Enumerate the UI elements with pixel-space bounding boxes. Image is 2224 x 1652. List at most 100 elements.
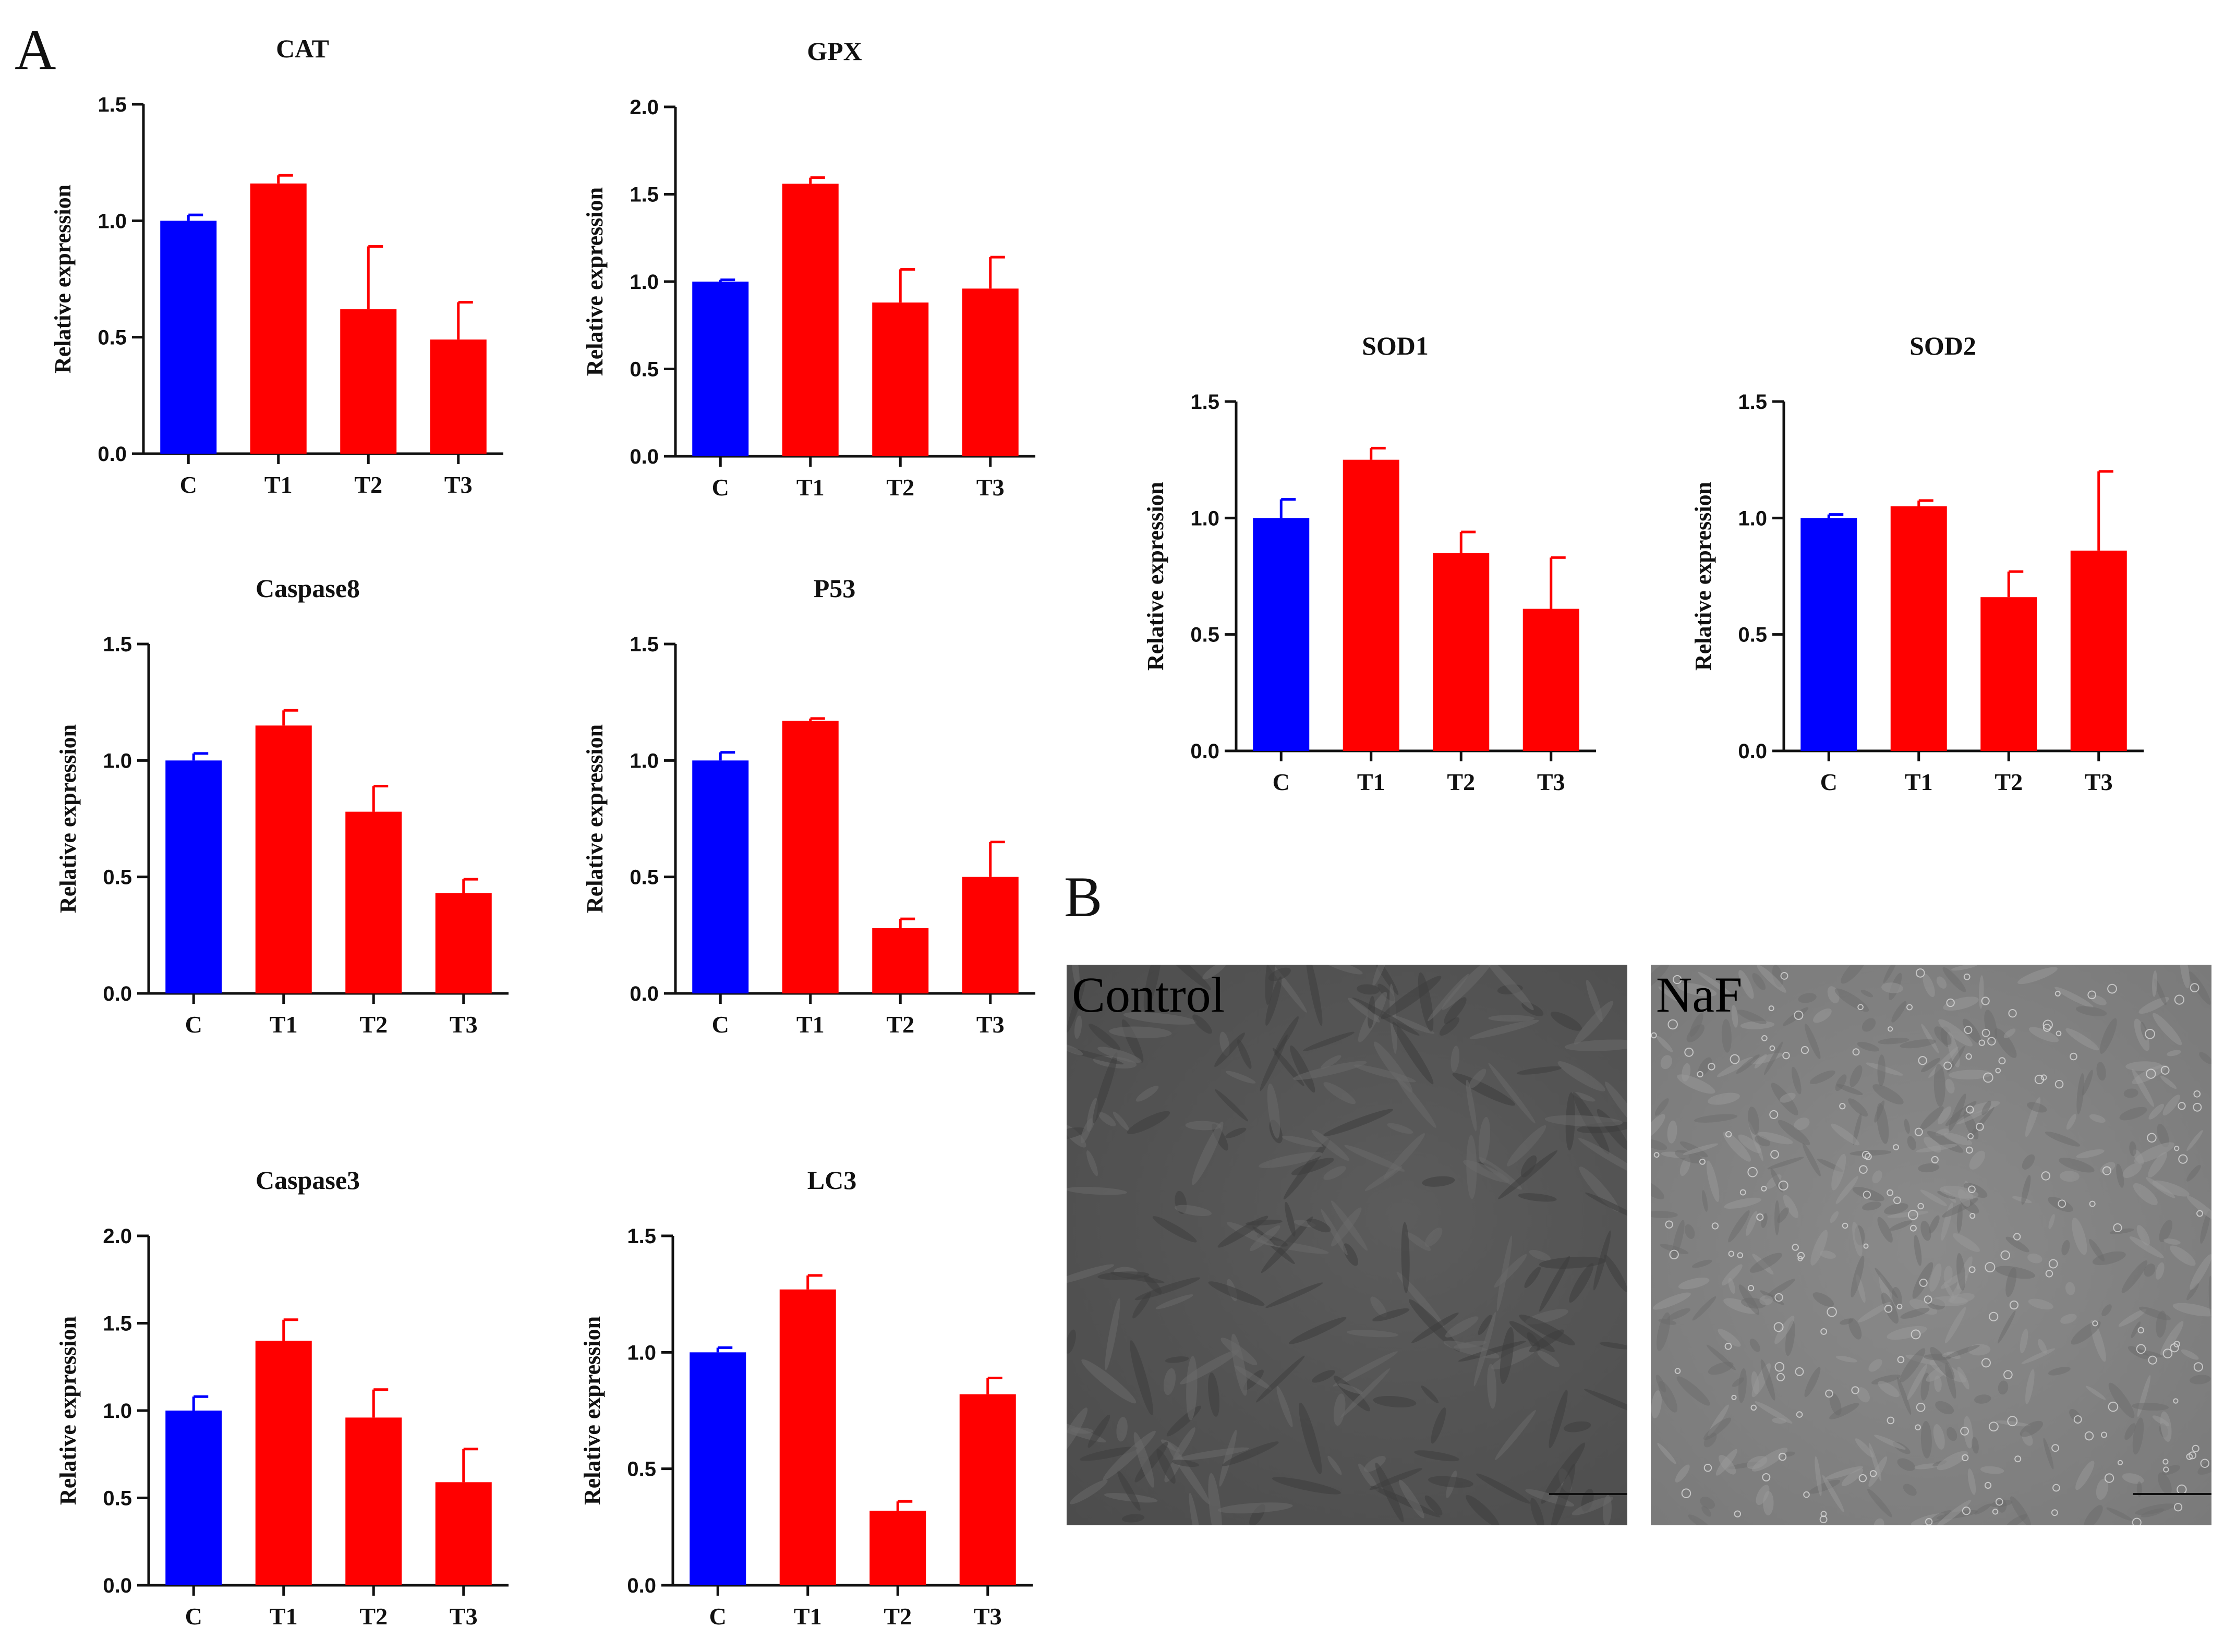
- casp3-ytick-label-3: 1.5: [103, 1313, 132, 1335]
- micrograph-naf-label: NaF: [1656, 967, 1743, 1023]
- casp3-xtick-label-c: C: [185, 1603, 202, 1630]
- lc3-xtick-label-c: C: [709, 1603, 727, 1630]
- cat-ytick-label-1: 0.5: [98, 326, 127, 349]
- sod2-svg: SOD2 Relative expression 0.0 0.5 1.0 1.5 C T1 T2…: [1690, 331, 2144, 795]
- casp3-ytick-label-1: 0.5: [103, 1487, 132, 1510]
- p53-ytick-label-0: 0.0: [630, 982, 659, 1005]
- panel-label-a: A: [15, 18, 56, 81]
- casp3-ytick-label-2: 1.0: [103, 1400, 132, 1423]
- gpx-ytick-label-0: 0.0: [630, 445, 659, 468]
- sod1-title: SOD1: [1362, 331, 1429, 360]
- cat-svg: CAT Relative expression 0.0 0.5 1.0 1.5 C T1 T2 T…: [50, 34, 503, 498]
- lc3-bar-t1: [779, 1289, 836, 1585]
- p53-xtick-label-t2: T2: [886, 1011, 914, 1038]
- micrograph-control-scale-bar: [1549, 1493, 1627, 1495]
- cat-bar-c: [160, 221, 217, 454]
- sod2-xtick-label-t1: T1: [1905, 769, 1933, 795]
- sod2-xtick-label-c: C: [1820, 769, 1838, 795]
- casp3-bar-c: [165, 1411, 222, 1585]
- p53-xtick-label-c: C: [712, 1011, 729, 1038]
- gpx-xtick-label-t3: T3: [976, 474, 1005, 501]
- casp3-ytick-label-0: 0.0: [103, 1574, 132, 1597]
- lc3-xtick-label-t2: T2: [884, 1603, 912, 1630]
- p53-ytick-label-2: 1.0: [630, 749, 659, 772]
- cat-ylabel: Relative expression: [50, 185, 76, 373]
- casp8-bar-t1: [255, 725, 312, 993]
- sod2-xtick-label-t2: T2: [1995, 769, 2023, 795]
- micrograph-control: Control: [1067, 965, 1627, 1525]
- cat-xtick-label-t1: T1: [264, 471, 293, 498]
- gpx-bar-t2: [872, 302, 929, 456]
- chart-cat: CAT Relative expression 0.0 0.5 1.0 1.5 C T1 T2 T…: [31, 31, 553, 498]
- lc3-svg: LC3 Relative expression 0.0 0.5 1.0 1.5 C T1 T2 T…: [579, 1165, 1033, 1630]
- sod1-ytick-label-2: 1.0: [1190, 507, 1219, 530]
- p53-bar-t2: [872, 928, 929, 993]
- gpx-ytick-label-4: 2.0: [630, 96, 659, 119]
- p53-bar-t3: [962, 877, 1019, 993]
- cat-xtick-label-c: C: [180, 471, 197, 498]
- gpx-ytick-label-3: 1.5: [630, 184, 659, 207]
- micrograph-control-label: Control: [1072, 967, 1225, 1023]
- cat-bar-t3: [430, 339, 487, 454]
- p53-ylabel: Relative expression: [582, 724, 608, 913]
- panel-label-b: B: [1064, 865, 1103, 929]
- casp8-ytick-label-1: 0.5: [103, 866, 132, 889]
- casp3-title: Caspase3: [256, 1165, 360, 1195]
- casp8-bar-c: [165, 760, 222, 993]
- p53-bar-t1: [782, 721, 839, 993]
- casp8-ylabel: Relative expression: [55, 724, 81, 913]
- lc3-xtick-label-t1: T1: [794, 1603, 822, 1630]
- sod1-bar-t3: [1522, 609, 1579, 751]
- gpx-ytick-label-2: 1.0: [630, 271, 659, 294]
- casp3-svg: Caspase3 Relative expression 0.0 0.5 1.0 1.5 2…: [55, 1165, 509, 1630]
- gpx-title: GPX: [807, 37, 862, 66]
- casp8-xtick-label-t1: T1: [270, 1011, 298, 1038]
- casp8-title: Caspase8: [256, 574, 360, 603]
- gpx-bar-c: [692, 282, 749, 456]
- cat-xtick-label-t3: T3: [444, 471, 473, 498]
- p53-xtick-label-t1: T1: [796, 1011, 825, 1038]
- sod1-xtick-label-t1: T1: [1357, 769, 1385, 795]
- p53-title: P53: [814, 574, 856, 603]
- gpx-ytick-label-1: 0.5: [630, 358, 659, 381]
- sod1-bar-t2: [1433, 553, 1490, 751]
- casp8-svg: Caspase8 Relative expression 0.0 0.5 1.0 1.5 C…: [55, 574, 509, 1038]
- chart-caspase8: Caspase8 Relative expression 0.0 0.5 1.0 1.5 C…: [37, 571, 558, 1038]
- casp8-xtick-label-t2: T2: [359, 1011, 388, 1038]
- casp3-bar-t3: [435, 1482, 492, 1585]
- chart-sod2: SOD2 Relative expression 0.0 0.5 1.0 1.5 C T1 T2…: [1672, 329, 2193, 795]
- sod2-bar-t3: [2070, 550, 2127, 751]
- cat-title: CAT: [276, 34, 329, 63]
- rounded-cells: [1651, 965, 2211, 1525]
- lc3-ytick-label-3: 1.5: [627, 1225, 656, 1248]
- gpx-xtick-label-t2: T2: [886, 474, 914, 501]
- gpx-xtick-label-c: C: [712, 474, 729, 501]
- casp3-bar-t2: [345, 1417, 402, 1585]
- gpx-bar-t1: [782, 184, 839, 456]
- casp8-bar-t2: [345, 811, 402, 993]
- sod1-bar-t1: [1343, 459, 1399, 751]
- cat-xtick-label-t2: T2: [354, 471, 382, 498]
- sod2-title: SOD2: [1909, 331, 1976, 360]
- lc3-ylabel: Relative expression: [579, 1316, 605, 1505]
- sod1-xtick-label-t2: T2: [1447, 769, 1475, 795]
- cat-bar-t1: [250, 183, 307, 454]
- sod1-ylabel: Relative expression: [1143, 482, 1168, 671]
- sod2-bar-t2: [1980, 597, 2037, 751]
- casp8-xtick-label-c: C: [185, 1011, 202, 1038]
- micrograph-naf: NaF: [1651, 965, 2211, 1525]
- casp3-ytick-label-4: 2.0: [103, 1225, 132, 1248]
- sod1-xtick-label-t3: T3: [1537, 769, 1565, 795]
- cat-ytick-label-2: 1.0: [98, 210, 127, 233]
- gpx-bar-t3: [962, 288, 1019, 456]
- chart-p53: P53 Relative expression 0.0 0.5 1.0 1.5 C T1 T2 T…: [563, 571, 1085, 1038]
- sod1-ytick-label-1: 0.5: [1190, 624, 1219, 647]
- casp3-xtick-label-t2: T2: [359, 1603, 388, 1630]
- cat-bar-t2: [340, 309, 397, 454]
- sod1-ytick-label-3: 1.5: [1190, 391, 1219, 414]
- casp3-xtick-label-t3: T3: [450, 1603, 478, 1630]
- casp8-ytick-label-0: 0.0: [103, 982, 132, 1005]
- sod2-bar-t1: [1890, 506, 1947, 751]
- p53-ytick-label-1: 0.5: [630, 866, 659, 889]
- lc3-xtick-label-t3: T3: [974, 1603, 1002, 1630]
